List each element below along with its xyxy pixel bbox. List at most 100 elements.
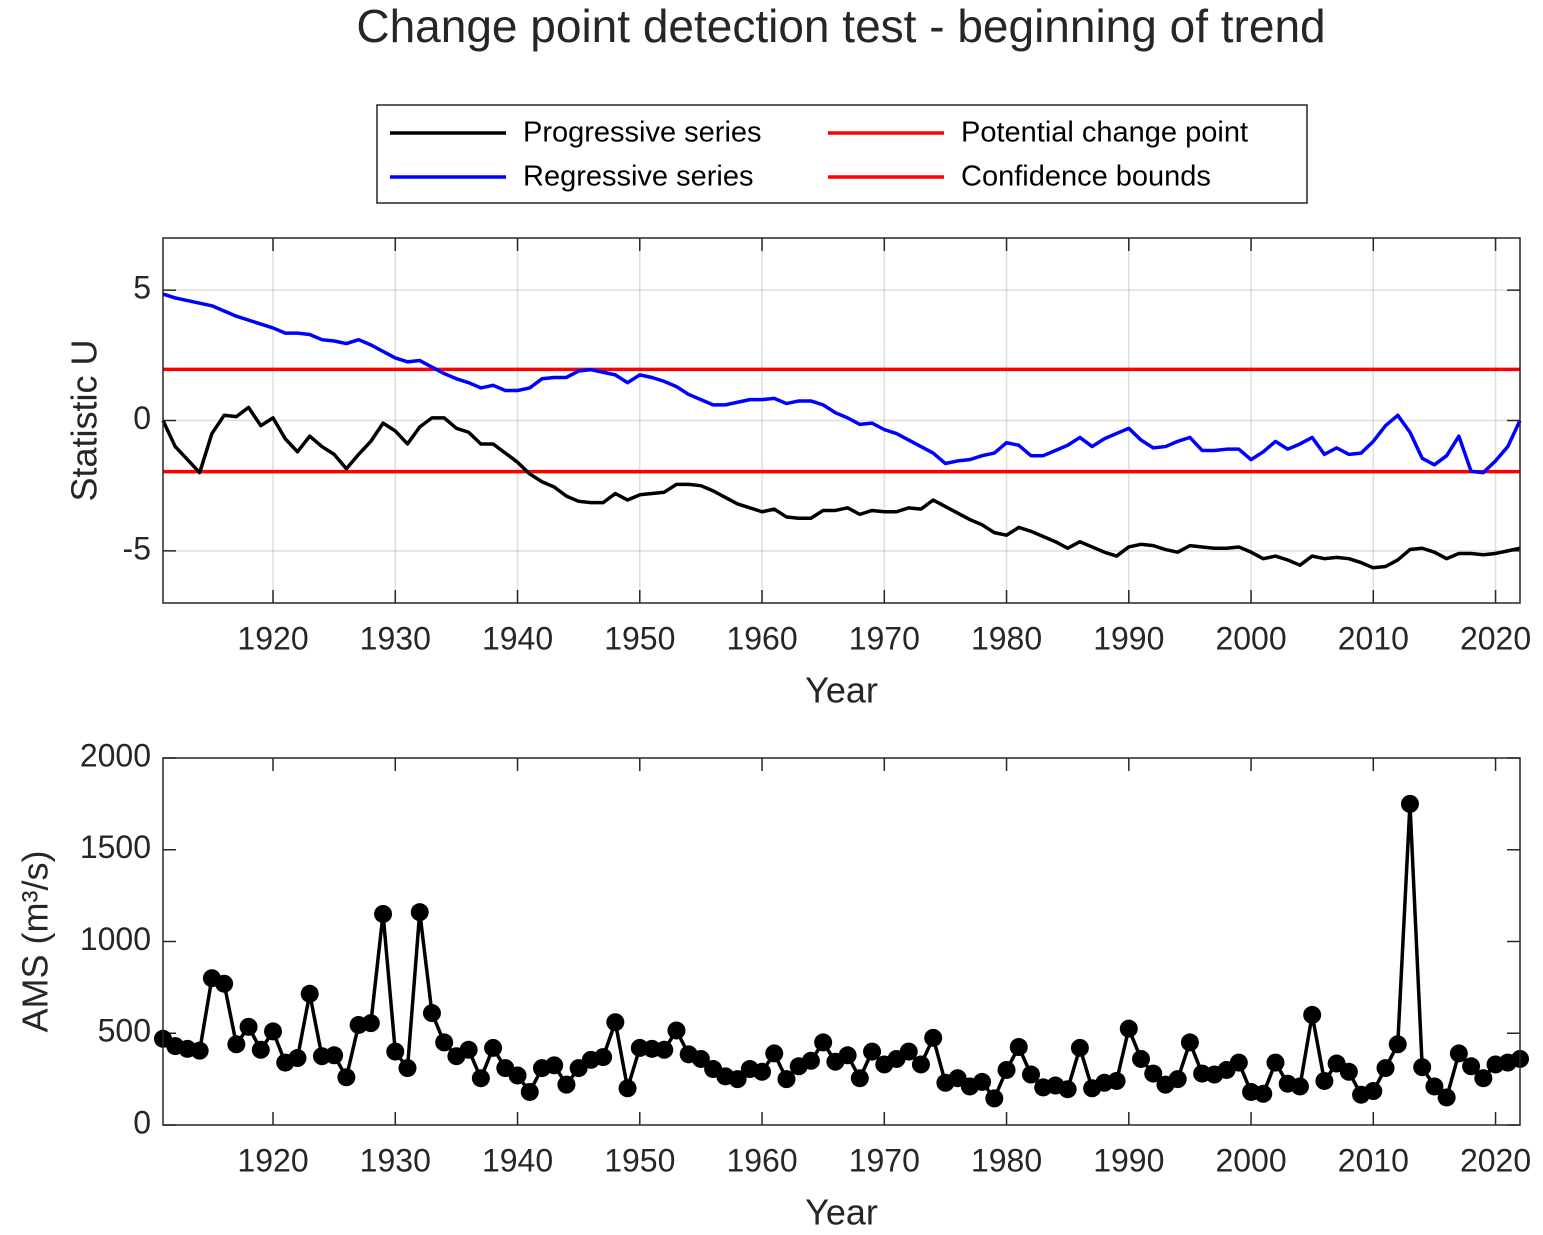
data-point bbox=[1462, 1057, 1481, 1076]
data-point bbox=[471, 1069, 490, 1088]
data-point bbox=[594, 1048, 613, 1067]
legend: Progressive series Potential change point… bbox=[376, 104, 1308, 204]
series-line bbox=[161, 405, 1521, 570]
data-point bbox=[374, 904, 393, 923]
data-point bbox=[1400, 794, 1419, 813]
data-point bbox=[924, 1028, 943, 1047]
y-tick-label: 2000 bbox=[80, 737, 151, 773]
data-point bbox=[753, 1062, 772, 1081]
data-point bbox=[239, 1017, 258, 1036]
y-tick-label: 0 bbox=[133, 400, 151, 436]
data-point bbox=[1376, 1059, 1395, 1078]
x-tick-label: 1960 bbox=[726, 620, 797, 656]
data-point bbox=[1437, 1088, 1456, 1107]
data-point bbox=[1290, 1077, 1309, 1096]
data-point bbox=[1229, 1053, 1248, 1072]
data-point bbox=[1315, 1071, 1334, 1090]
x-tick-label: 1990 bbox=[1093, 1142, 1164, 1178]
data-point bbox=[1107, 1071, 1126, 1090]
data-point bbox=[1388, 1035, 1407, 1054]
data-point bbox=[777, 1070, 796, 1089]
legend-box bbox=[376, 104, 1308, 204]
data-point bbox=[508, 1066, 527, 1085]
data-point bbox=[1168, 1070, 1187, 1089]
data-point bbox=[1180, 1033, 1199, 1052]
data-point bbox=[850, 1069, 869, 1088]
axes-frame bbox=[162, 237, 1521, 604]
y-tick-label: 500 bbox=[98, 1013, 151, 1049]
x-tick-label: 1970 bbox=[849, 620, 920, 656]
data-point bbox=[801, 1051, 820, 1070]
data-point bbox=[655, 1040, 674, 1059]
x-tick-label: 2000 bbox=[1215, 1142, 1286, 1178]
data-point bbox=[1254, 1084, 1273, 1103]
x-tick-label: 1950 bbox=[604, 1142, 675, 1178]
x-tick-label: 1960 bbox=[726, 1142, 797, 1178]
data-point bbox=[1339, 1062, 1358, 1081]
data-point bbox=[899, 1042, 918, 1061]
data-point bbox=[557, 1075, 576, 1094]
data-point bbox=[227, 1035, 246, 1054]
data-point bbox=[545, 1056, 564, 1075]
data-point bbox=[997, 1060, 1016, 1079]
y-tick-label: 5 bbox=[133, 270, 151, 306]
data-point bbox=[215, 974, 234, 993]
x-tick-label: 1920 bbox=[237, 620, 308, 656]
x-tick-label: 2020 bbox=[1460, 620, 1531, 656]
y-axis-label: AMS (m³/s) bbox=[15, 851, 56, 1033]
data-point bbox=[863, 1042, 882, 1061]
y-tick-label: 1500 bbox=[80, 829, 151, 865]
x-tick-label: 1990 bbox=[1093, 620, 1164, 656]
data-point bbox=[1364, 1082, 1383, 1101]
data-point bbox=[1009, 1038, 1028, 1057]
x-tick-label: 1980 bbox=[971, 1142, 1042, 1178]
x-tick-label: 1920 bbox=[237, 1142, 308, 1178]
legend-label: Confidence bounds bbox=[961, 161, 1211, 193]
data-point bbox=[1021, 1065, 1040, 1084]
y-tick-label: -5 bbox=[123, 530, 151, 566]
data-point bbox=[618, 1079, 637, 1098]
data-point bbox=[1425, 1077, 1444, 1096]
data-point bbox=[1413, 1058, 1432, 1077]
data-point bbox=[1144, 1064, 1163, 1083]
x-tick-label: 1930 bbox=[360, 620, 431, 656]
plot-area bbox=[163, 238, 1520, 603]
data-point bbox=[911, 1055, 930, 1074]
y-tick-label: 1000 bbox=[80, 921, 151, 957]
x-tick-label: 2010 bbox=[1338, 1142, 1409, 1178]
data-point bbox=[667, 1021, 686, 1040]
data-point bbox=[838, 1046, 857, 1065]
x-tick-label: 1930 bbox=[360, 1142, 431, 1178]
data-point bbox=[606, 1013, 625, 1032]
x-axis-label: Year bbox=[805, 670, 878, 711]
data-point bbox=[1058, 1080, 1077, 1099]
data-point bbox=[985, 1089, 1004, 1108]
plot-area bbox=[163, 758, 1520, 1125]
data-point bbox=[1303, 1005, 1322, 1024]
data-point bbox=[300, 984, 319, 1003]
data-point bbox=[1266, 1053, 1285, 1072]
data-point bbox=[728, 1070, 747, 1089]
data-point bbox=[410, 903, 429, 922]
x-tick-label: 2000 bbox=[1215, 620, 1286, 656]
x-tick-label: 2020 bbox=[1460, 1142, 1531, 1178]
x-tick-label: 1970 bbox=[849, 1142, 920, 1178]
data-point bbox=[251, 1040, 270, 1059]
data-point bbox=[765, 1044, 784, 1063]
data-point bbox=[1449, 1044, 1468, 1063]
data-point bbox=[386, 1042, 405, 1061]
data-point bbox=[1474, 1069, 1493, 1088]
data-point bbox=[484, 1038, 503, 1057]
x-tick-label: 1940 bbox=[482, 620, 553, 656]
data-point bbox=[691, 1049, 710, 1068]
data-point bbox=[422, 1004, 441, 1023]
data-point bbox=[1070, 1038, 1089, 1057]
data-point bbox=[264, 1022, 283, 1041]
x-tick-label: 2010 bbox=[1338, 620, 1409, 656]
data-point bbox=[1132, 1049, 1151, 1068]
legend-label: Regressive series bbox=[523, 161, 753, 193]
x-axis-label: Year bbox=[805, 1192, 878, 1233]
axes-frame bbox=[162, 757, 1521, 1126]
legend-label: Potential change point bbox=[961, 117, 1248, 149]
